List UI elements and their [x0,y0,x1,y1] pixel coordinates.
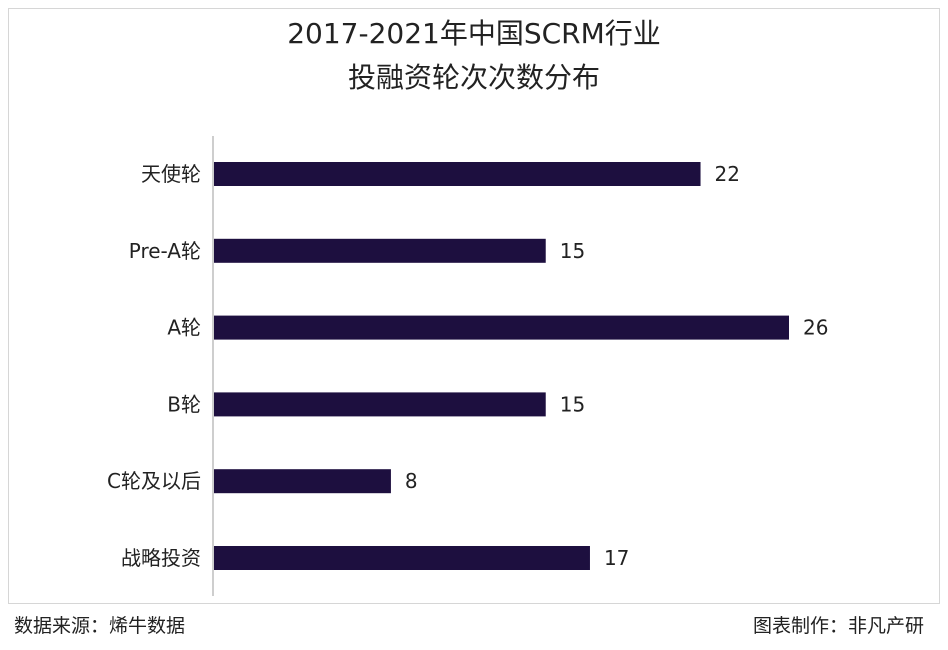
category-label: C轮及以后 [107,469,201,493]
bar [214,162,701,186]
bar-group: 天使轮 22 Pre-A轮 15 A轮 26 B轮 15 C轮及以后 8 战略投资 17 [107,162,828,570]
chart-title-line-2: 投融资轮次次数分布 [347,61,600,94]
data-label: 15 [560,239,585,263]
bar [214,469,391,494]
category-label: A轮 [167,316,201,340]
data-label: 15 [560,392,585,416]
data-source-note: 数据来源：烯牛数据 [14,615,186,637]
chart-title-line-1: 2017-2021年中国SCRM行业 [287,17,661,50]
data-label: 17 [604,546,629,570]
category-label: Pre-A轮 [129,239,201,263]
bar [214,546,590,570]
bar [214,315,789,340]
category-label: B轮 [167,392,201,416]
chart-frame [8,8,940,604]
chart-credit-note: 图表制作：非凡产研 [752,615,924,637]
category-label: 战略投资 [121,546,201,570]
data-label: 22 [715,162,740,186]
category-label: 天使轮 [141,162,201,186]
bar [214,392,546,417]
bar [214,238,546,263]
data-label: 26 [803,316,828,340]
data-label: 8 [405,469,418,493]
